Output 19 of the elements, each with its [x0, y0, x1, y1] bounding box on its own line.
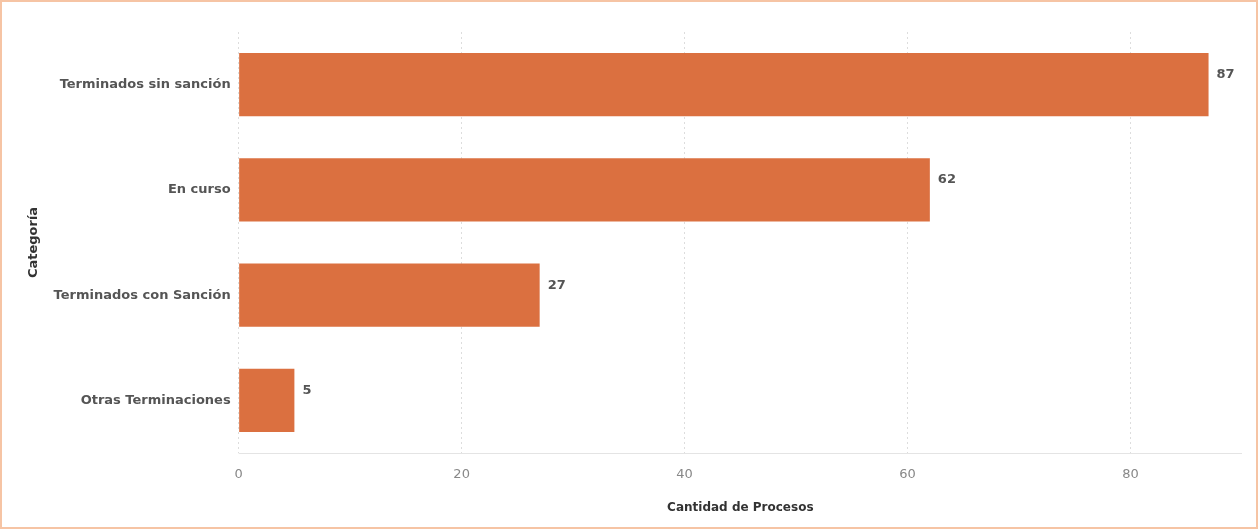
bar — [239, 263, 540, 327]
bar — [239, 53, 1209, 117]
x-tick-label: 20 — [453, 466, 470, 482]
data-label: 27 — [547, 276, 566, 292]
x-tick-label: 0 — [234, 466, 243, 482]
x-tick-label: 60 — [899, 466, 916, 482]
x-tick-label: 40 — [676, 466, 693, 482]
bar — [239, 368, 295, 432]
bar — [239, 158, 930, 222]
data-label: 62 — [937, 171, 956, 187]
y-tick-label: Terminados sin sanción — [59, 76, 231, 91]
y-tick-label: Otras Terminaciones — [80, 391, 231, 407]
x-tick-label: 80 — [1122, 466, 1139, 482]
data-label: 5 — [302, 381, 312, 397]
x-axis-title: Cantidad de Procesos — [667, 499, 814, 514]
y-tick-label: Terminados con Sanción — [53, 286, 231, 302]
y-axis-title: Categoría — [25, 206, 41, 279]
y-tick-label: En curso — [167, 181, 231, 197]
data-label: 87 — [1216, 66, 1235, 81]
